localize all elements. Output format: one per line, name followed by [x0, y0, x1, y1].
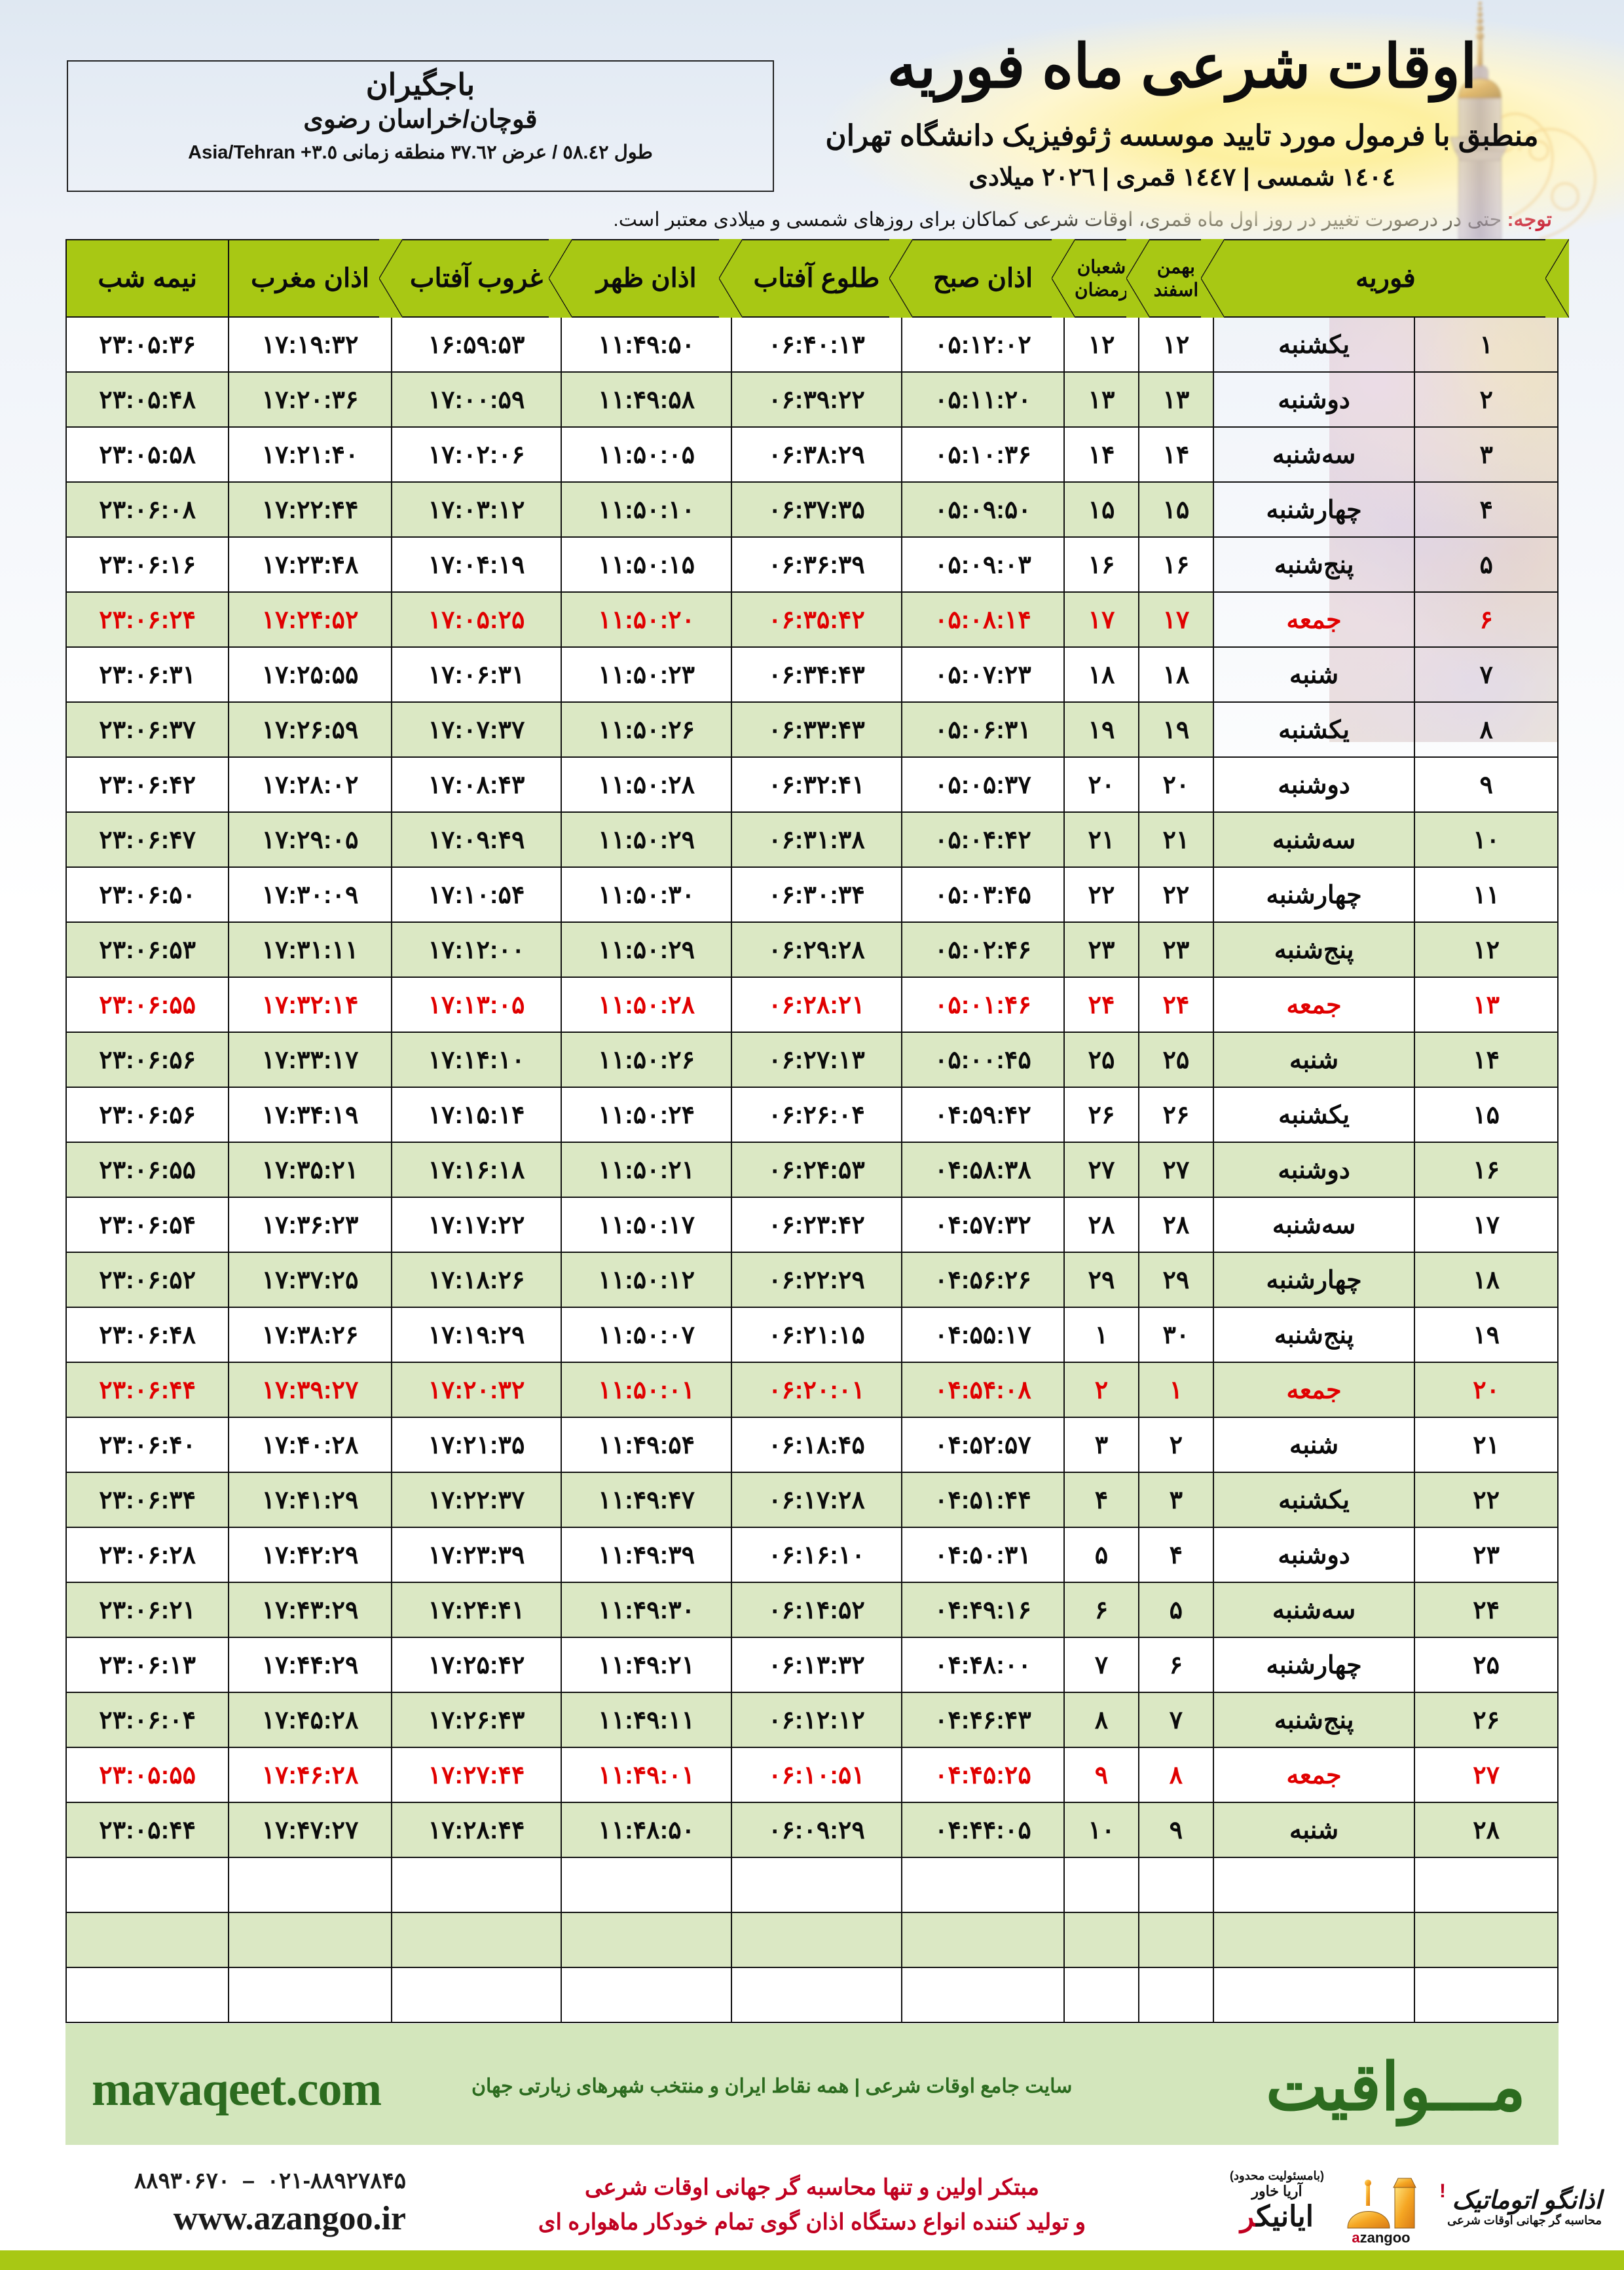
svg-text:محاسبه گر جهانی اوقات شرعی: محاسبه گر جهانی اوقات شرعی: [1447, 2213, 1602, 2227]
svg-text:اذانگو اتوماتیک: اذانگو اتوماتیک: [1452, 2186, 1604, 2215]
svg-text:!: !: [1439, 2180, 1446, 2202]
svg-text:azangoo: azangoo: [1352, 2229, 1410, 2246]
